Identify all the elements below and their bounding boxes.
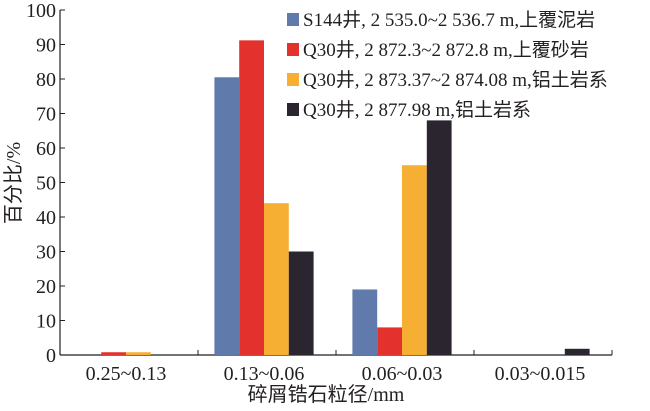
bar <box>264 203 289 355</box>
legend-entry: Q30井, 2 873.37~2 874.08 m,铝土岩系 <box>303 69 608 91</box>
x-tick-label: 0.03~0.015 <box>495 363 586 385</box>
bars <box>101 40 590 356</box>
bar <box>101 352 126 355</box>
bar <box>126 352 151 355</box>
bar <box>288 251 314 355</box>
y-tick-label: 10 <box>36 311 56 333</box>
legend-swatch <box>287 103 299 116</box>
legend-entry: Q30井, 2 877.98 m,铝土岩系 <box>303 99 531 121</box>
y-tick-label: 90 <box>36 35 56 57</box>
y-tick-label: 80 <box>36 69 56 91</box>
y-tick-label: 50 <box>36 173 56 195</box>
x-tick-label: 0.25~0.13 <box>86 363 167 385</box>
bar <box>352 289 378 355</box>
y-tick-label: 100 <box>26 0 56 22</box>
y-axis-label: 百分比/% <box>2 142 25 224</box>
y-tick-label: 30 <box>36 242 56 264</box>
y-tick-label: 40 <box>36 207 56 229</box>
bar <box>377 327 402 355</box>
y-tick-label: 60 <box>36 138 56 160</box>
bar <box>239 40 264 356</box>
y-tick-label: 70 <box>36 104 56 126</box>
legend: S144井, 2 535.0~2 536.7 m,上覆泥岩 Q30井, 2 872… <box>287 9 608 121</box>
bar <box>564 348 590 355</box>
legend-swatch <box>287 13 299 26</box>
x-tick-label: 0.13~0.06 <box>224 363 305 385</box>
y-tick-label: 0 <box>46 345 56 367</box>
legend-entry: Q30井, 2 872.3~2 872.8 m,上覆砂岩 <box>303 39 589 61</box>
legend-swatch <box>287 73 299 86</box>
legend-entry: S144井, 2 535.0~2 536.7 m,上覆泥岩 <box>303 9 595 31</box>
x-tick-label: 0.06~0.03 <box>362 363 443 385</box>
x-axis-label: 碎屑锆石粒径/mm <box>248 383 405 406</box>
y-tick-label: 20 <box>36 276 56 298</box>
bar <box>426 120 452 356</box>
legend-swatch <box>287 43 299 56</box>
axes: 0 10 20 30 40 50 60 70 80 90 100 0.25~0.13 0.13~0.06… <box>26 0 613 385</box>
bar <box>214 77 240 356</box>
bar <box>402 165 427 355</box>
